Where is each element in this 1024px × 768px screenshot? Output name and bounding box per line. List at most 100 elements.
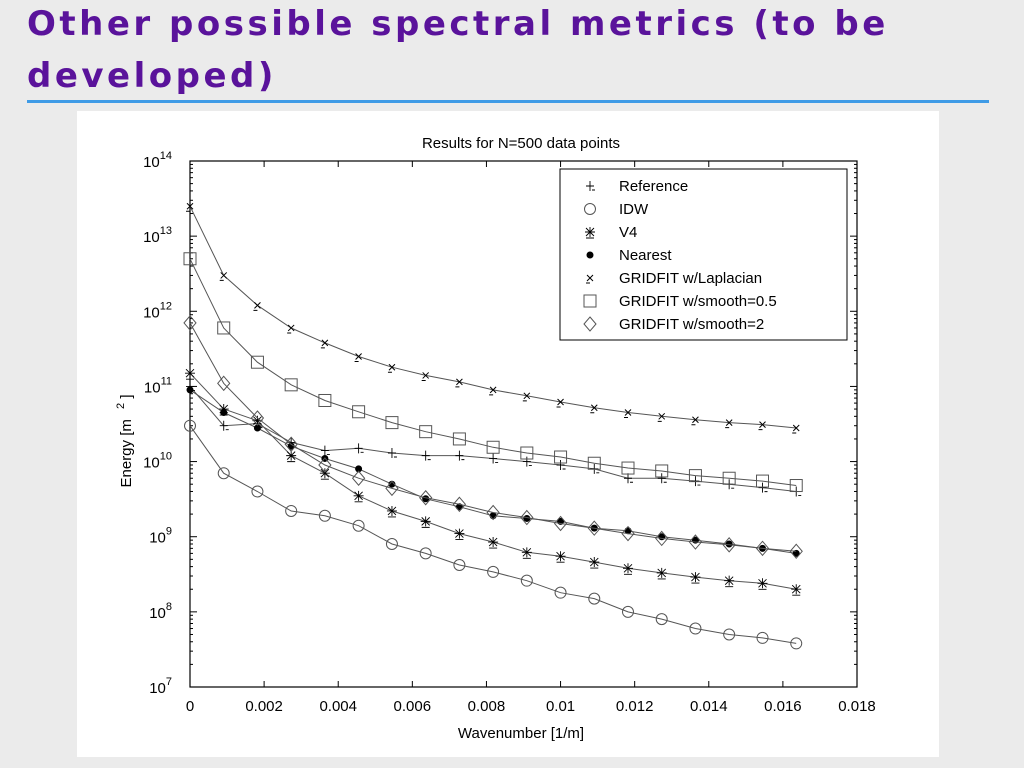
figure-panel: Results for N=500 data points 0 0.002 0.00… xyxy=(77,111,939,757)
series-line xyxy=(189,386,797,492)
asterisk-marker xyxy=(656,567,667,580)
circle-marker xyxy=(584,203,596,215)
plus-marker xyxy=(489,453,499,464)
diamond-marker xyxy=(789,543,803,560)
x-marker xyxy=(586,274,594,284)
legend-label: GRIDFIT w/smooth=0.5 xyxy=(619,293,777,310)
diamond-marker xyxy=(419,489,433,506)
dot-marker xyxy=(523,514,531,522)
diamond-marker xyxy=(688,534,703,550)
asterisk-marker xyxy=(252,415,263,428)
asterisk-marker xyxy=(319,468,330,480)
square-marker xyxy=(587,456,601,470)
diamond-marker xyxy=(318,457,332,473)
circle-marker xyxy=(285,504,298,517)
chart-title: Results for N=500 data points xyxy=(422,135,620,152)
dot-marker xyxy=(220,408,228,416)
x-marker xyxy=(287,324,295,334)
square-marker xyxy=(284,378,298,392)
diamond-marker xyxy=(284,436,298,453)
x-axis-label: Wavenumber [1/m] xyxy=(458,725,584,742)
plus-marker xyxy=(623,473,633,484)
series-v4 xyxy=(185,368,802,596)
square-marker xyxy=(452,432,466,446)
x-marker xyxy=(623,409,632,418)
asterisk-marker xyxy=(185,368,195,380)
legend-label: Nearest xyxy=(619,247,672,264)
x-marker xyxy=(725,419,733,429)
circle-marker xyxy=(217,467,230,480)
y-tick-label: 1012 xyxy=(143,300,172,321)
legend-label: IDW xyxy=(619,201,649,218)
circle-marker xyxy=(453,559,466,572)
asterisk-marker xyxy=(585,227,595,239)
diamond-marker xyxy=(755,540,770,557)
circle-marker xyxy=(554,586,567,599)
diamond-marker xyxy=(351,470,366,487)
plus-marker xyxy=(421,450,431,461)
square-marker xyxy=(621,461,635,475)
y-tick-label: 108 xyxy=(149,601,172,622)
asterisk-marker xyxy=(420,516,431,528)
legend-item: V4 xyxy=(585,224,637,241)
x-marker xyxy=(590,404,598,414)
x-marker xyxy=(421,372,430,381)
x-marker xyxy=(219,272,228,281)
plus-marker xyxy=(691,476,701,487)
plus-marker xyxy=(320,445,330,456)
circle-marker xyxy=(419,547,432,560)
dot-marker xyxy=(355,465,363,473)
diamond-marker xyxy=(553,515,568,532)
asterisk-marker xyxy=(622,563,633,575)
x-marker xyxy=(792,424,800,434)
y-axis-label-superscript: 2 xyxy=(115,403,127,409)
plus-marker xyxy=(522,456,532,467)
diamond-marker xyxy=(583,316,597,332)
square-marker xyxy=(486,440,500,454)
plus-marker xyxy=(657,473,667,484)
plus-marker xyxy=(758,482,768,493)
asterisk-marker xyxy=(555,551,566,563)
y-tick-label: 1010 xyxy=(143,451,172,472)
asterisk-marker xyxy=(386,505,397,518)
x-marker xyxy=(556,398,564,408)
series-idw xyxy=(184,419,803,650)
circle-marker xyxy=(621,605,634,618)
plot-border xyxy=(189,160,858,688)
diamond-marker xyxy=(621,525,635,542)
square-marker xyxy=(385,416,399,430)
dot-marker xyxy=(287,442,295,450)
x-marker xyxy=(387,363,396,373)
asterisk-marker xyxy=(791,584,802,596)
x-tick-label: 0.006 xyxy=(394,698,432,715)
circle-marker xyxy=(352,519,365,532)
x-marker xyxy=(691,416,699,426)
circle-marker xyxy=(588,592,601,605)
x-tick-label: 0.004 xyxy=(319,698,357,715)
asterisk-marker xyxy=(521,547,532,559)
plus-marker xyxy=(219,420,229,431)
dot-marker xyxy=(186,386,194,394)
x-tick-label: 0.012 xyxy=(616,698,654,715)
dot-marker xyxy=(586,251,594,259)
svg-text:Energy [m 2 ]: Energy [m 2 ] xyxy=(111,395,135,488)
title-underline xyxy=(27,100,989,103)
diamond-marker xyxy=(183,315,197,331)
asterisk-marker xyxy=(353,490,364,503)
x-tick-label: 0.01 xyxy=(546,698,575,715)
asterisk-marker xyxy=(286,450,297,463)
x-marker xyxy=(489,386,497,396)
y-tick-label: 1014 xyxy=(143,150,172,171)
plot-frame xyxy=(189,160,858,688)
series-gridfit-w-smooth-2 xyxy=(183,315,803,560)
diamond-marker xyxy=(520,509,534,526)
diamond-marker xyxy=(587,520,601,536)
asterisk-marker xyxy=(454,528,465,541)
legend-box xyxy=(559,168,848,341)
x-marker xyxy=(186,202,194,212)
square-marker xyxy=(756,474,770,488)
square-marker xyxy=(318,393,332,407)
x-marker xyxy=(657,412,666,422)
asterisk-marker xyxy=(589,557,600,569)
series-gridfit-w-laplacian xyxy=(186,202,800,434)
